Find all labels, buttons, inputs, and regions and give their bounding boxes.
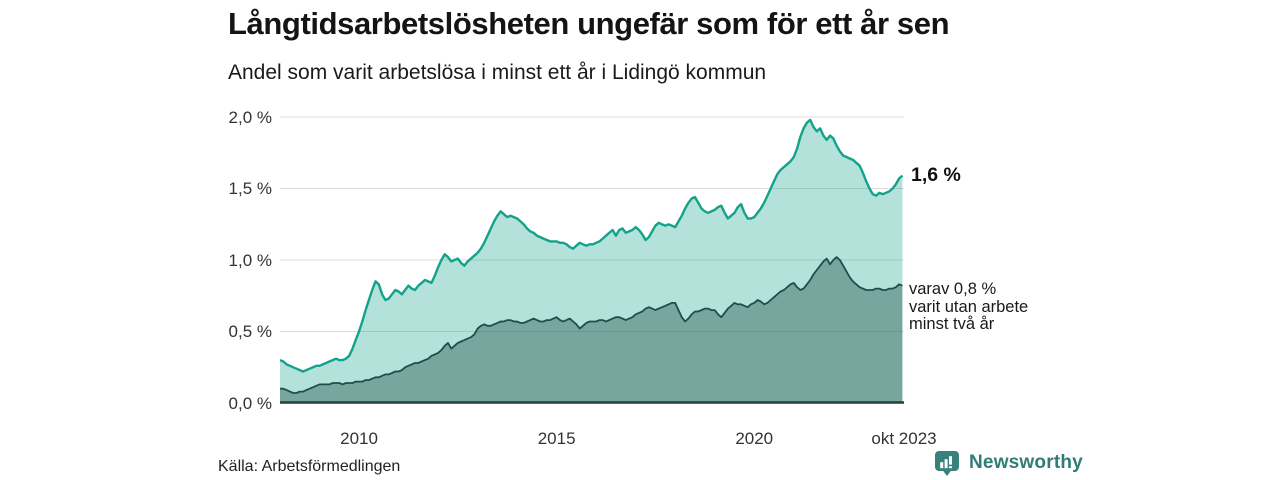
subset-annotation: varav 0,8 % varit utan arbete minst två … [909,280,1029,334]
y-tick-label: 2,0 % [228,107,272,127]
newsworthy-wordmark: Newsworthy [969,452,1083,473]
y-tick-label: 1,0 % [228,250,272,270]
latest-total-value-label: 1,6 % [911,164,961,186]
x-tick-label: 2020 [735,429,774,448]
subset-annotation-line: minst två år [909,315,995,333]
newsworthy-icon [935,451,959,476]
y-tick-label: 0,5 % [228,322,272,341]
y-tick-label: 1,5 % [228,179,272,198]
x-tick-label: okt 2023 [871,429,937,448]
plot-area [280,116,904,404]
chart-title: Långtidsarbetslösheten ungefär som för e… [228,6,950,41]
subset-annotation-line: varav 0,8 % [909,280,997,298]
chart-subtitle: Andel som varit arbetslösa i minst ett å… [228,61,767,84]
x-tick-label: 2015 [537,429,576,448]
source-credit: Källa: Arbetsförmedlingen [218,458,401,475]
subset-annotation-line: varit utan arbete [909,297,1029,316]
y-tick-label: 0,0 % [228,393,272,413]
newsworthy-logo: Newsworthy [933,449,1083,477]
x-tick-label: 2010 [340,429,378,448]
